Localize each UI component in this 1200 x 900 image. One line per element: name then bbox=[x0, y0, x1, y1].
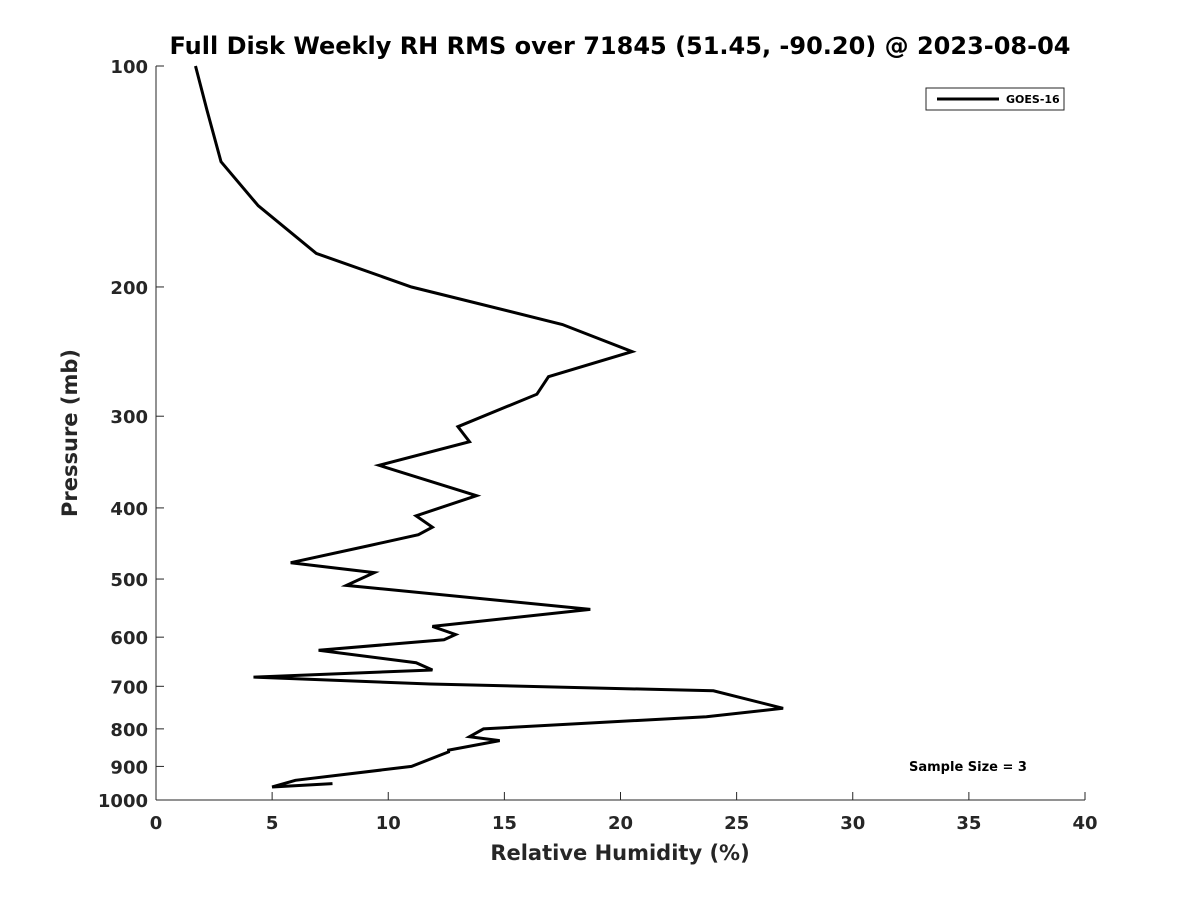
legend: GOES-16 bbox=[925, 87, 1065, 111]
x-tick-label: 15 bbox=[492, 813, 517, 834]
y-tick-label: 800 bbox=[110, 720, 148, 741]
y-tick-label: 1000 bbox=[98, 791, 148, 812]
x-ticks: 0 5 10 15 20 25 30 35 40 bbox=[150, 792, 1098, 834]
x-tick-label: 25 bbox=[724, 813, 749, 834]
x-tick-label: 35 bbox=[956, 813, 981, 834]
y-tick-label: 500 bbox=[110, 570, 148, 591]
x-tick-label: 0 bbox=[150, 813, 163, 834]
x-tick-label: 20 bbox=[608, 813, 633, 834]
y-axis-label: Pressure (mb) bbox=[58, 349, 82, 517]
y-tick-label: 700 bbox=[110, 677, 148, 698]
y-tick-label: 600 bbox=[110, 628, 148, 649]
x-axis-label: Relative Humidity (%) bbox=[490, 841, 749, 865]
y-tick-label: 200 bbox=[110, 278, 148, 299]
series-line-goes-16 bbox=[194, 65, 784, 789]
legend-label-goes-16: GOES-16 bbox=[1006, 93, 1060, 106]
x-tick-label: 5 bbox=[266, 813, 279, 834]
x-tick-label: 40 bbox=[1072, 813, 1097, 834]
y-tick-label: 300 bbox=[110, 407, 148, 428]
y-tick-label: 400 bbox=[110, 499, 148, 520]
x-tick-label: 30 bbox=[840, 813, 865, 834]
x-tick-label: 10 bbox=[376, 813, 401, 834]
y-tick-label: 900 bbox=[110, 757, 148, 778]
series-layer bbox=[194, 65, 784, 789]
chart-title: Full Disk Weekly RH RMS over 71845 (51.4… bbox=[169, 32, 1070, 60]
y-ticks: 100 200 300 400 500 600 700 800 900 1000 bbox=[98, 57, 164, 812]
sample-size-note: Sample Size = 3 bbox=[909, 760, 1027, 775]
y-tick-label: 100 bbox=[110, 57, 148, 78]
